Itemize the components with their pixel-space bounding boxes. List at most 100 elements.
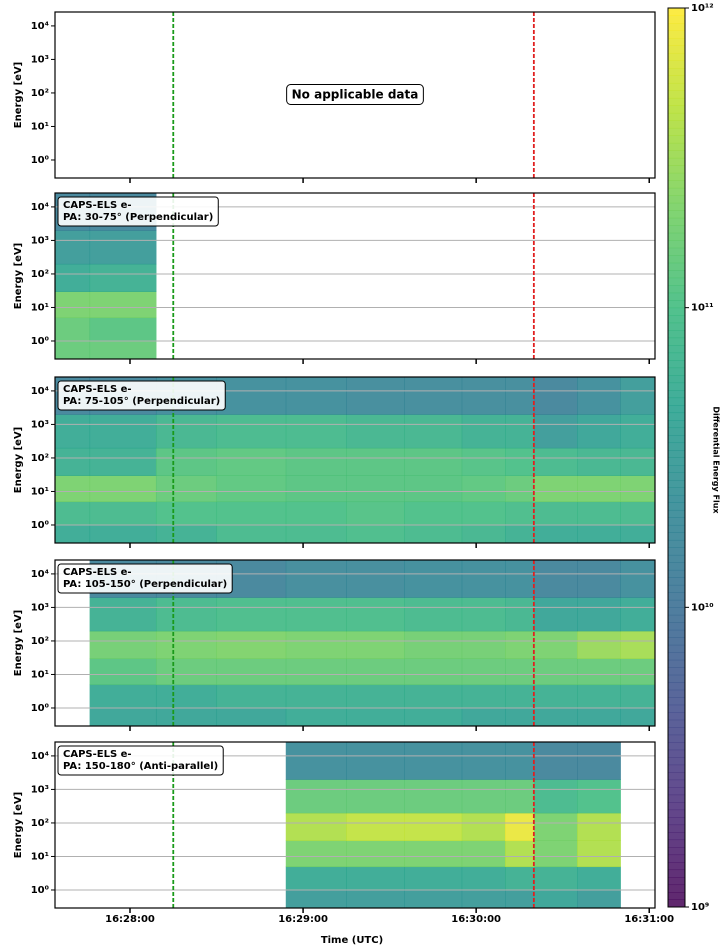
colorbar-swatch [668,180,685,188]
y-axis-label: Energy [eV] [13,243,24,309]
colorbar-swatch [668,218,685,226]
heatmap-cell [577,708,621,727]
heatmap-cell [462,867,506,891]
heatmap-cell [505,597,534,631]
y-axis-label: Energy [eV] [13,792,24,858]
heatmap-cell [346,525,404,544]
heatmap-cell [534,597,578,631]
heatmap-cell [55,448,90,476]
heatmap-cell [534,890,578,909]
colorbar-swatch [668,592,685,600]
colorbar-swatch [668,128,685,136]
y-tick-label: 10⁴ [31,202,49,213]
y-tick-label: 10¹ [31,302,49,313]
y-tick-label: 10⁰ [31,703,49,714]
colorbar-swatch [668,795,685,803]
y-tick-label: 10⁴ [31,569,49,580]
heatmap-cell [404,685,462,709]
heatmap-cell [620,414,655,448]
heatmap-cell [286,658,347,685]
heatmap-cell [404,840,462,867]
y-tick-label: 10² [31,88,49,99]
heatmap-cell [217,597,287,631]
colorbar-swatch [668,772,685,780]
heatmap-cell [620,685,655,709]
colorbar-swatch [668,435,685,443]
annotation: No applicable data [292,88,419,102]
heatmap-cell [577,685,621,709]
heatmap-cell [286,742,347,780]
heatmap-cell [462,414,506,448]
colorbar-swatch [668,517,685,525]
colorbar-swatch [668,577,685,585]
heatmap-cell [534,685,578,709]
colorbar-swatch [668,660,685,668]
heatmap-cell [577,502,621,526]
heatmap-cell [534,377,578,415]
heatmap-cell [462,448,506,476]
heatmap-cell [346,779,404,813]
colorbar-swatch [668,203,685,211]
heatmap-cell [286,840,347,867]
heatmap-cell [156,658,217,685]
heatmap-cell [217,475,287,502]
panel-label: CAPS-ELS e- [63,749,132,760]
heatmap-cell [620,448,655,476]
heatmap-cell [90,525,157,544]
colorbar-swatch [668,840,685,848]
heatmap-cell [577,867,621,891]
colorbar-swatch [668,390,685,398]
colorbar-swatch [668,750,685,758]
heatmap-cell [505,631,534,659]
y-tick-label: 10³ [31,54,49,65]
heatmap-cell [620,708,655,727]
heatmap-cell [404,631,462,659]
y-tick-label: 10³ [31,235,49,246]
colorbar-swatch [668,720,685,728]
heatmap-cell [577,560,621,598]
colorbar-swatch [668,757,685,765]
heatmap-cell [286,377,347,415]
colorbar-swatch [668,832,685,840]
heatmap-cell [286,708,347,727]
heatmap-cell [90,448,157,476]
heatmap-cell [156,414,217,448]
heatmap-cell [505,685,534,709]
colorbar-swatch [668,98,685,106]
panel-label: PA: 105-150° (Perpendicular) [63,579,227,590]
colorbar-swatch [668,645,685,653]
heatmap-cell [90,291,157,318]
heatmap-cell [620,525,655,544]
colorbar-swatch [668,787,685,795]
heatmap-cell [404,708,462,727]
heatmap-cell [620,631,655,659]
heatmap-cell [286,631,347,659]
colorbar-swatch [668,270,685,278]
heatmap-cell [90,230,157,264]
heatmap-cell [534,813,578,841]
colorbar-swatch [668,765,685,773]
colorbar-swatch [668,428,685,436]
heatmap-cell [346,502,404,526]
heatmap-cell [404,377,462,415]
y-tick-label: 10⁴ [31,386,49,397]
colorbar-swatch [668,120,685,128]
heatmap-cell [505,813,534,841]
colorbar-swatch [668,195,685,203]
heatmap-cell [286,560,347,598]
heatmap-cell [577,475,621,502]
colorbar-swatch [668,555,685,563]
heatmap-cell [462,560,506,598]
x-tick-label: 16:30:00 [451,914,501,925]
heatmap-cell [462,502,506,526]
heatmap-cell [577,840,621,867]
colorbar-swatch [668,15,685,23]
colorbar-swatch [668,682,685,690]
colorbar-swatch [668,443,685,451]
heatmap-cell [217,685,287,709]
colorbar-swatch [668,60,685,68]
colorbar-swatch [668,802,685,810]
heatmap-cell [346,708,404,727]
heatmap-cell [55,341,90,360]
heatmap-cell [505,414,534,448]
